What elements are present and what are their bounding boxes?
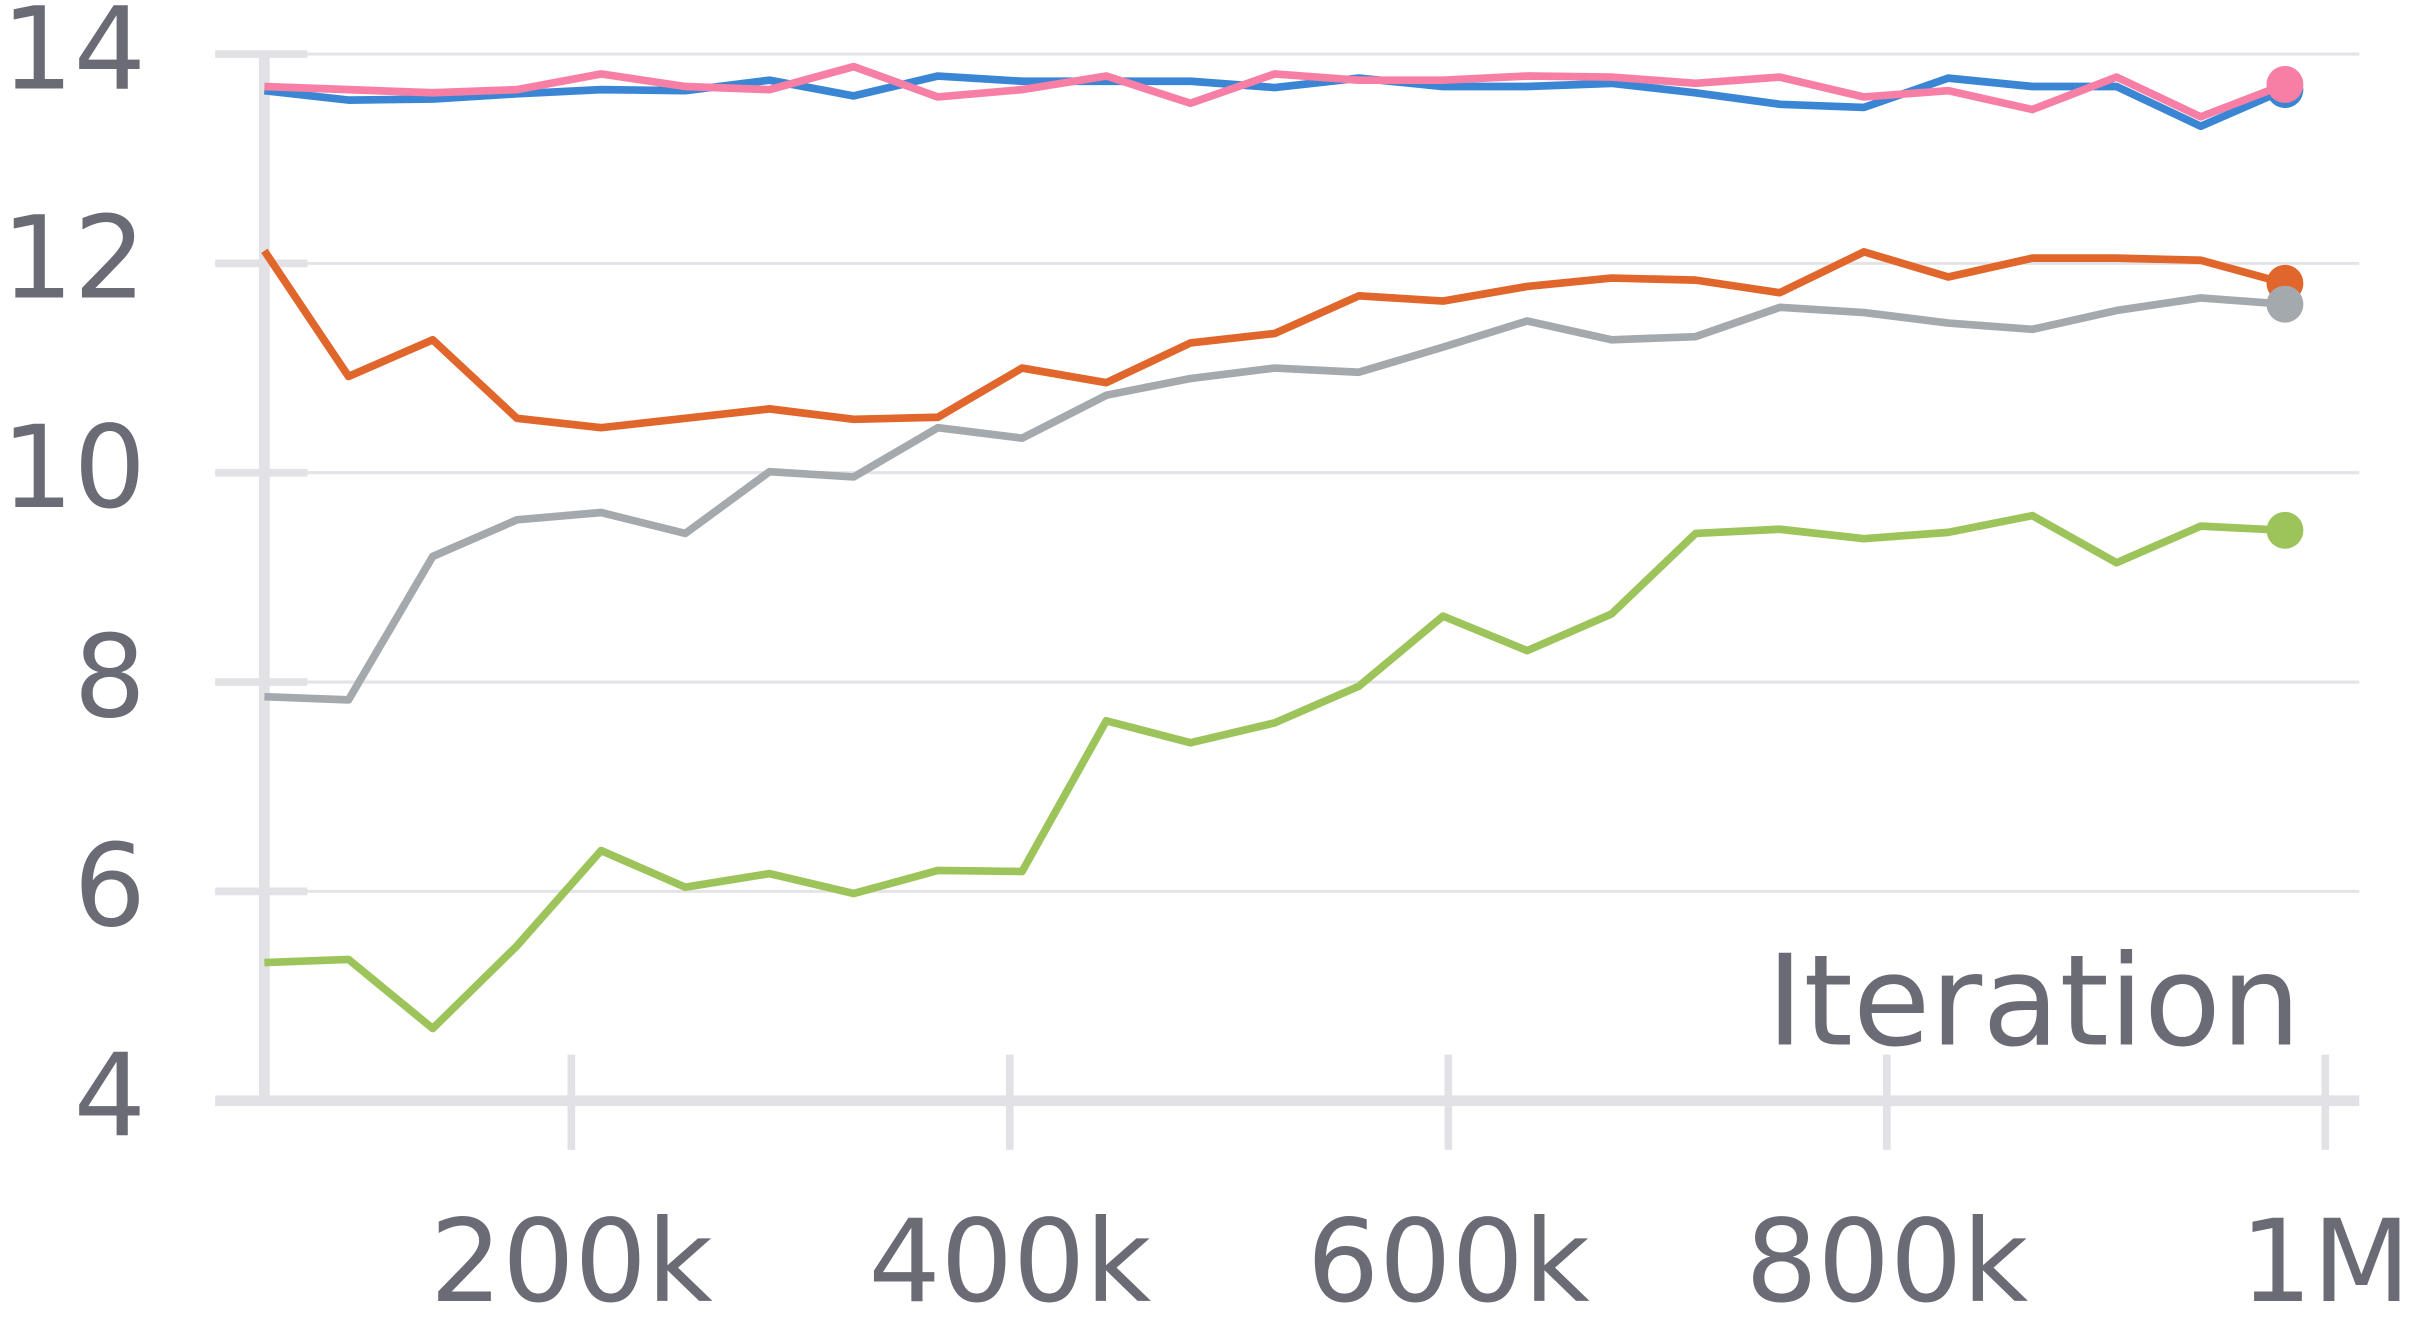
series-line <box>261 248 2286 432</box>
end-marker <box>2266 511 2304 549</box>
y-tick-label: 14 <box>1 0 146 115</box>
series-line <box>263 72 2287 131</box>
end-marker <box>2266 285 2304 323</box>
series-line <box>264 62 2287 121</box>
end-marker <box>2266 65 2304 103</box>
x-tick-label: 400k <box>868 1195 1151 1328</box>
x-tick-label: 800k <box>1745 1195 2028 1328</box>
y-tick-label: 8 <box>74 610 146 743</box>
y-tick-label: 12 <box>1 192 146 325</box>
x-tick-label: 1M <box>2240 1195 2410 1328</box>
x-tick-label: 200k <box>430 1195 713 1328</box>
y-tick-label: 10 <box>1 401 146 534</box>
series-line <box>264 294 2286 704</box>
y-tick-label: 6 <box>74 820 146 953</box>
y-tick-label: 4 <box>74 1029 146 1162</box>
x-tick-label: 600k <box>1307 1195 1590 1328</box>
x-axis-label: Iteration <box>1766 928 2301 1075</box>
series-line <box>264 511 2286 1033</box>
